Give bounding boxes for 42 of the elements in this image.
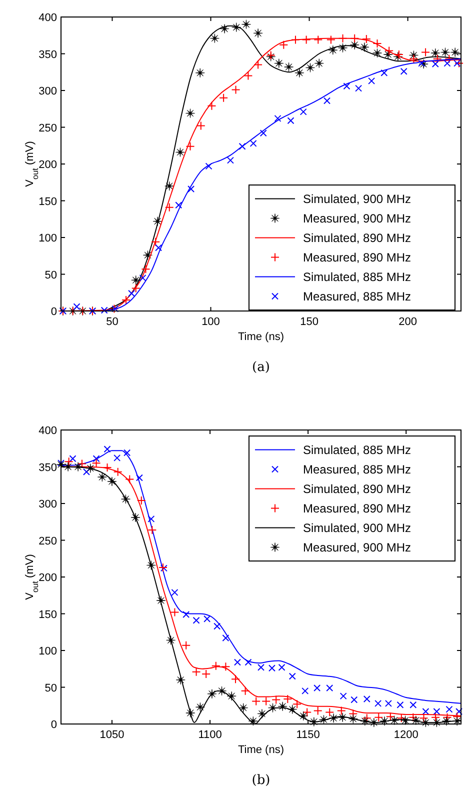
y-tick-label: 150 [38, 196, 57, 208]
legend-label: Measured, 890 MHz [303, 501, 412, 516]
y-tick-label: 350 [38, 48, 57, 61]
y-tick-label: 0 [50, 719, 57, 731]
y-tick-label: 50 [44, 269, 57, 282]
x-axis-title: Time (ns) [238, 744, 284, 756]
y-tick-label: 250 [38, 122, 57, 134]
y-tick-label: 200 [38, 572, 57, 584]
text: (b) [252, 773, 270, 788]
y-tick-label: 100 [38, 646, 57, 658]
legend-label: Measured, 890 MHz [303, 250, 412, 264]
legend-label: Simulated, 885 MHz [303, 442, 412, 457]
x-axis-title: Time (ns) [238, 331, 284, 343]
y-tick-label: 350 [38, 462, 57, 474]
y-tick-label: 0 [50, 306, 57, 318]
x-tick-label: 1200 [394, 729, 418, 741]
x-tick-label: 1050 [100, 729, 124, 741]
legend-label: Measured, 885 MHz [303, 462, 412, 476]
x-tick-label: 100 [202, 316, 220, 328]
y-tick-label: 300 [38, 498, 57, 510]
legend-label: Simulated, 900 MHz [303, 520, 412, 535]
legend-label: Simulated, 890 MHz [303, 230, 412, 245]
legend-label: Simulated, 890 MHz [303, 482, 412, 496]
text: (a) [252, 360, 270, 375]
legend-label: Measured, 900 MHz [303, 540, 412, 554]
x-tick-label: 50 [106, 316, 118, 328]
y-tick-label: 250 [38, 535, 57, 548]
y-tick-label: 150 [38, 608, 57, 621]
y-tick-label: 300 [38, 86, 57, 98]
x-tick-label: 1100 [198, 729, 222, 741]
legend-label: Measured, 885 MHz [303, 289, 412, 304]
y-tick-label: 100 [38, 232, 57, 244]
y-tick-label: 50 [44, 682, 57, 694]
y-tick-label: 400 [38, 425, 57, 437]
x-tick-label: 200 [398, 316, 417, 328]
legend-label: Simulated, 900 MHz [303, 192, 412, 206]
legend-label: Simulated, 885 MHz [303, 270, 412, 284]
legend-label: Measured, 900 MHz [303, 211, 412, 226]
x-tick-label: 1150 [296, 729, 320, 741]
y-tick-label: 400 [38, 12, 57, 24]
x-tick-label: 150 [300, 316, 318, 328]
y-tick-label: 200 [38, 159, 57, 171]
